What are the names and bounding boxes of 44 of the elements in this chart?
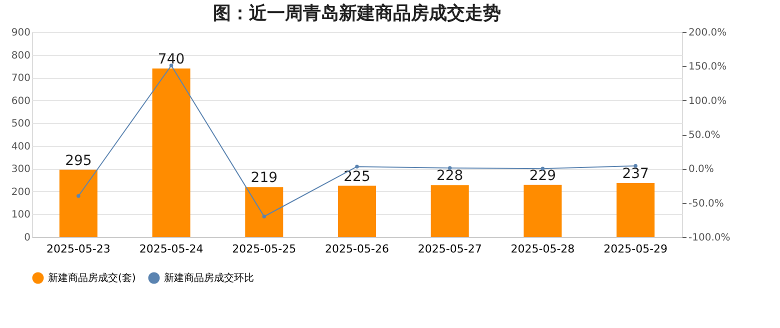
data-label: 740 [158,51,185,68]
point [262,214,266,218]
data-label: 237 [622,166,649,182]
y2-tick-label: 100.0% [688,96,727,107]
bar [338,186,376,237]
legend-label: 新建商品房成交(套) [48,272,136,284]
y-tick-label: 900 [11,28,30,38]
y-tick-label: 700 [11,73,30,84]
data-label: 229 [529,168,556,184]
chart-title: 图：近一周青岛新建商品房成交走势 [213,3,501,24]
y2-tick-label: -100.0% [688,232,730,244]
y-tick-label: 600 [11,96,30,107]
point [76,194,80,198]
x-tick-label: 2025-05-26 [325,242,389,256]
point [355,164,359,168]
y-tick-label: 0 [24,232,30,244]
y2-tick-label: 50.0% [688,130,720,141]
bar [59,170,98,237]
x-tick-label: 2025-05-24 [139,242,204,256]
y-tick-label: 500 [11,118,30,130]
data-label: 225 [344,168,370,185]
data-label: 219 [250,170,278,186]
y-tick-label: 400 [11,141,30,152]
y-tick-label: 300 [11,164,30,176]
x-tick-label: 2025-05-29 [604,242,668,256]
y2-tick-label: -50.0% [688,198,724,210]
bar [616,183,655,237]
x-tick-label: 2025-05-25 [232,242,296,256]
x-tick-label: 2025-05-28 [510,242,575,256]
y-tick-label: 800 [11,50,30,62]
bar [152,68,190,237]
x-tick-label: 2025-05-23 [46,242,110,256]
y-tick-label: 200 [11,186,30,198]
bar [430,185,469,237]
bar [524,184,562,237]
data-label: 295 [65,152,92,169]
y2-tick-label: 0.0% [688,164,714,176]
data-label: 228 [436,168,464,184]
legend-label: 新建商品房成交环比 [164,272,254,284]
y-tick-label: 100 [11,210,30,221]
y2-tick-label: 150.0% [688,62,727,73]
bar [245,187,284,237]
y2-tick-label: 200.0% [688,28,727,38]
x-tick-label: 2025-05-27 [418,242,482,256]
